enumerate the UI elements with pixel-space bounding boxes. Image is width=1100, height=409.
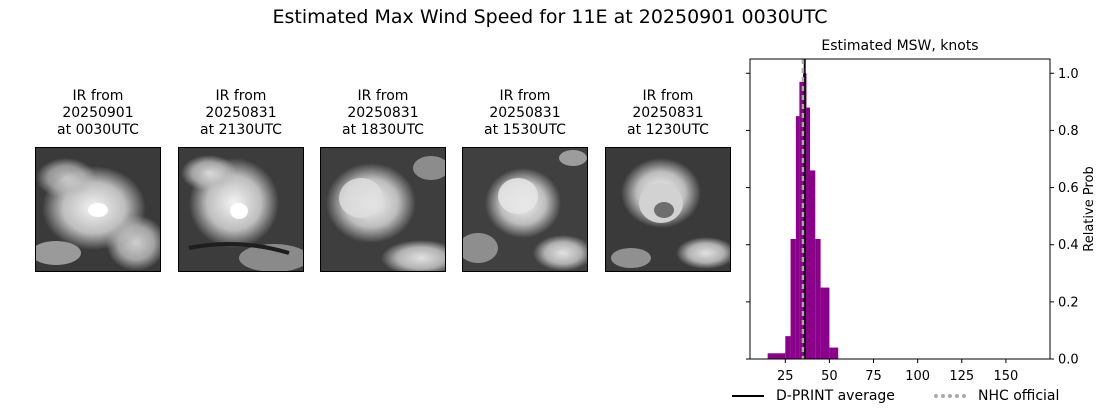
ir-panel: IR from 20250831 at 2130UTC	[178, 88, 304, 272]
ir-panel: IR from 20250831 at 1830UTC	[320, 88, 446, 272]
legend-solid-line-icon	[732, 395, 764, 397]
ir-satellite-image	[462, 147, 588, 272]
x-tick-label: 125	[949, 369, 974, 384]
ir-panel-caption: IR from 20250831 at 1230UTC	[627, 88, 709, 138]
y-axis-label: Relative Prob	[1082, 166, 1097, 251]
histogram-bar	[799, 81, 803, 359]
histogram-bar	[806, 107, 810, 359]
x-tick-label: 75	[865, 369, 882, 384]
figure-title: Estimated Max Wind Speed for 11E at 2025…	[272, 6, 828, 28]
histogram-bar	[790, 239, 796, 359]
legend-label: NHC official	[978, 388, 1060, 404]
ir-satellite-image	[35, 147, 161, 272]
ir-panel: IR from 20250831 at 1230UTC	[605, 88, 731, 272]
histogram-bar	[795, 116, 800, 360]
ir-panel-caption: IR from 20250831 at 1830UTC	[342, 88, 424, 138]
plot-frame	[749, 58, 1051, 360]
legend-dashed-line-icon	[934, 394, 966, 398]
ir-satellite-image	[178, 147, 304, 272]
x-tick-label: 100	[905, 369, 930, 384]
chart-title: Estimated MSW, knots	[821, 38, 978, 54]
ir-panel: IR from 20250831 at 1530UTC	[462, 88, 588, 272]
ir-panel-caption: IR from 20250901 at 0030UTC	[57, 88, 139, 138]
histogram-bar	[820, 287, 830, 359]
y-tick-label: 0.6	[1058, 181, 1079, 196]
y-tick-label: 1.0	[1058, 67, 1079, 82]
ir-panel-caption: IR from 20250831 at 2130UTC	[200, 88, 282, 138]
legend-label: D-PRINT average	[776, 388, 895, 404]
x-tick-label: 25	[777, 369, 794, 384]
x-tick-label: 50	[821, 369, 838, 384]
histogram-bar	[810, 170, 816, 359]
histogram-bar	[815, 239, 821, 359]
histogram-bar	[767, 353, 786, 359]
histogram-bar	[829, 347, 839, 359]
y-tick-label: 0.2	[1058, 295, 1079, 310]
legend-item-nhc: NHC official	[934, 386, 1059, 406]
ir-panel-caption: IR from 20250831 at 1530UTC	[484, 88, 566, 138]
x-tick-label: 150	[993, 369, 1018, 384]
legend-item-dprint: D-PRINT average	[732, 386, 895, 406]
y-tick-label: 0.0	[1058, 353, 1079, 368]
histogram-bar	[785, 336, 791, 359]
y-tick-label: 0.4	[1058, 238, 1079, 253]
ir-satellite-image	[605, 147, 731, 272]
y-tick-label: 0.8	[1058, 124, 1079, 139]
ir-satellite-image	[320, 147, 446, 272]
ir-panel: IR from 20250901 at 0030UTC	[35, 88, 161, 272]
